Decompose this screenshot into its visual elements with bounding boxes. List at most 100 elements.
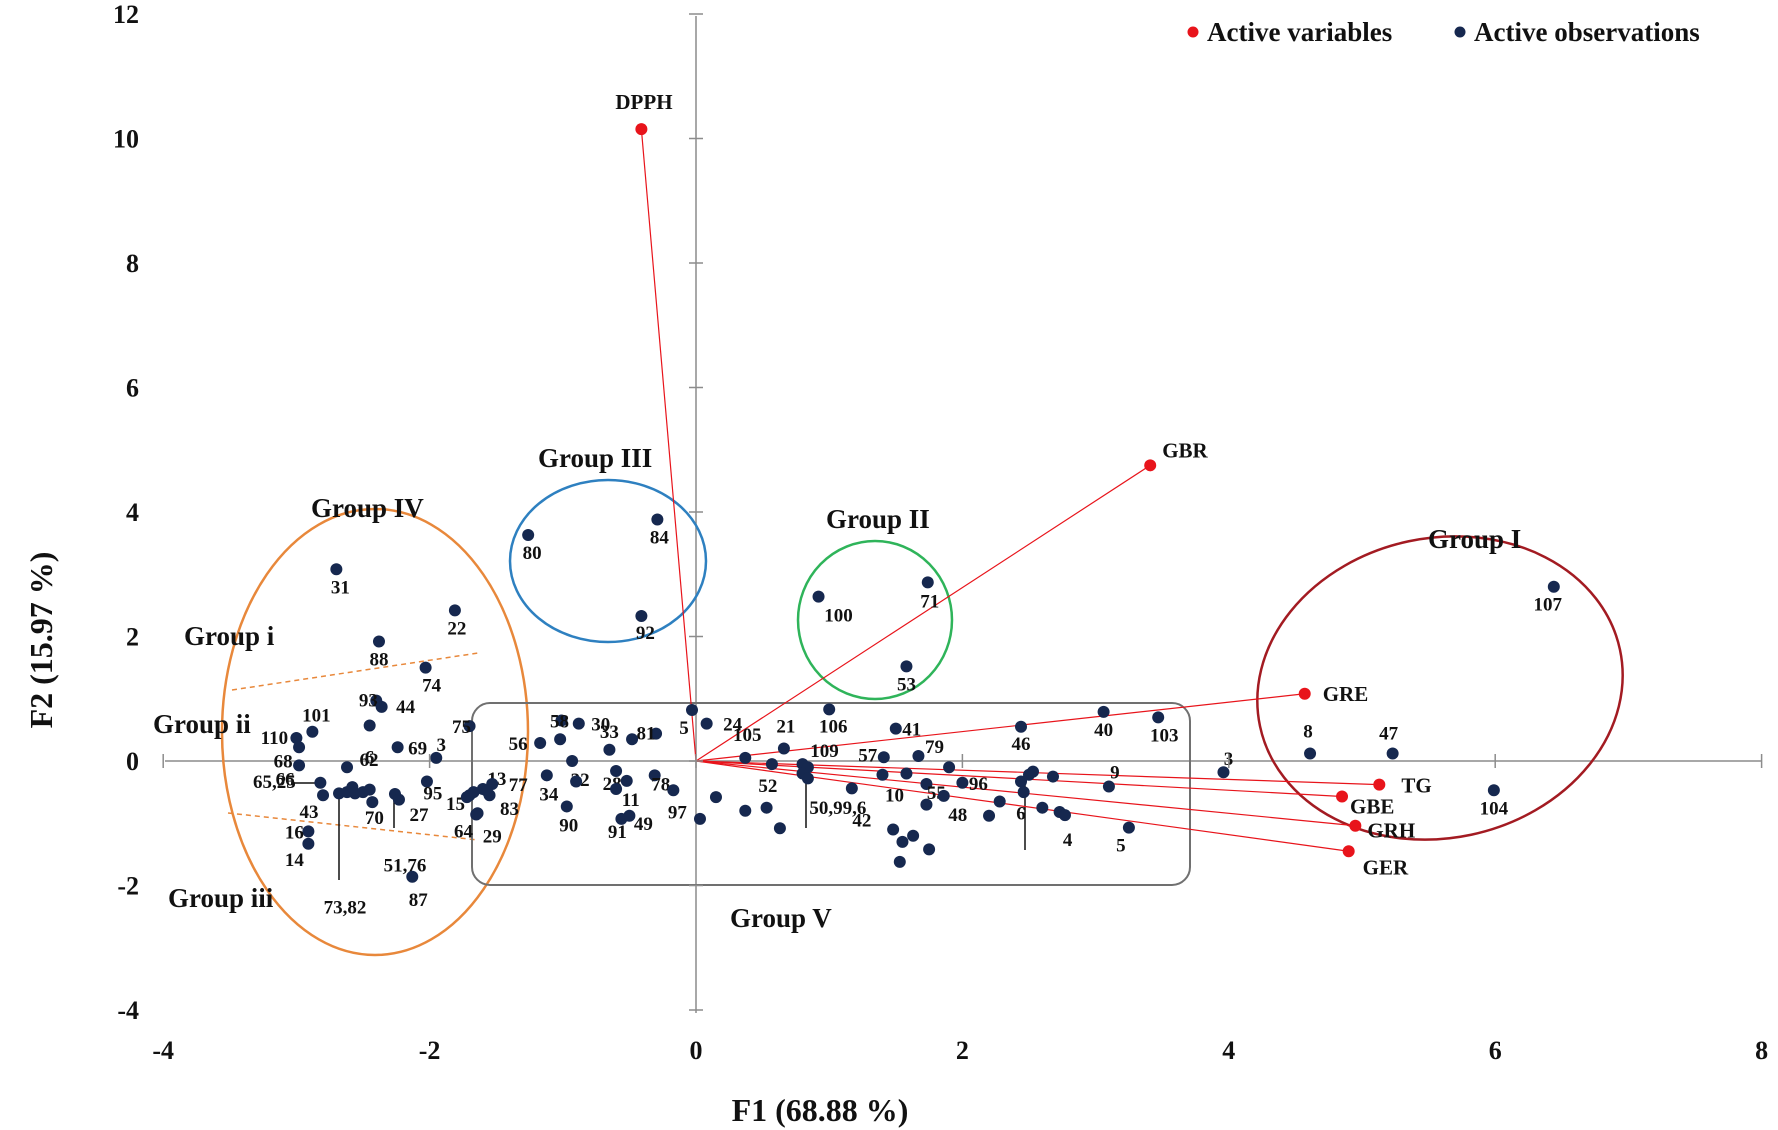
variable-label-tg: TG: [1401, 774, 1431, 798]
observation-point: [555, 714, 568, 727]
observation-label: 77: [509, 775, 529, 796]
observation-point: [480, 784, 493, 797]
x-tick-label: -2: [419, 1036, 441, 1065]
observation-label: 21: [776, 717, 795, 738]
x-tick-label: 2: [956, 1036, 969, 1065]
observation-point: [470, 808, 483, 821]
observation-label: 62: [360, 750, 379, 771]
observation-point: [560, 800, 573, 813]
observation-label: 16: [285, 822, 304, 843]
observation-label: 56: [509, 734, 528, 755]
observation-point: [330, 563, 343, 576]
observation-point: [1487, 784, 1500, 797]
observation-point: [845, 782, 858, 795]
observation-point: [566, 755, 579, 767]
observation-point: [650, 727, 663, 740]
observation-point: [760, 801, 773, 814]
observation-point: [372, 635, 385, 648]
observation-label: 73,82: [324, 897, 367, 918]
observation-label: 101: [302, 706, 331, 727]
observation-label: 109: [810, 741, 839, 762]
observation-label: 64: [454, 821, 474, 842]
observation-point: [956, 776, 969, 789]
y-tick-label: -4: [117, 996, 139, 1025]
y-tick-label: -2: [117, 872, 139, 901]
variable-point-tg: [1373, 778, 1386, 791]
observation-label: 9: [1110, 763, 1120, 784]
observation-label: 14: [285, 850, 305, 871]
observation-point: [900, 767, 913, 780]
group-i-ellipse: [1256, 535, 1624, 841]
observation-label: 110: [261, 728, 288, 749]
observation-point: [572, 717, 585, 730]
observation-point: [1102, 780, 1115, 793]
observation-label: 15: [446, 794, 465, 815]
group-ii-sub-label: Group ii: [153, 709, 251, 739]
observation-point: [534, 736, 547, 749]
observation-label: 105: [733, 725, 762, 746]
observation-label: 58: [550, 712, 569, 733]
observation-point: [522, 529, 535, 542]
observation-label: 34: [539, 784, 559, 805]
y-tick-label: 6: [126, 374, 139, 403]
observation-label: 104: [1480, 798, 1509, 819]
observation-point: [1152, 711, 1165, 724]
observation-label: 90: [559, 815, 578, 836]
observation-point: [302, 837, 315, 850]
x-tick-label: 6: [1489, 1036, 1502, 1065]
observation-point: [700, 717, 713, 730]
observation-label: 87: [409, 890, 429, 911]
observation-point: [765, 758, 778, 771]
variable-point-ger: [1342, 845, 1355, 858]
y-tick-label: 10: [113, 125, 139, 154]
observation-point: [1046, 770, 1059, 783]
observation-point: [302, 825, 315, 838]
observation-point: [812, 590, 825, 603]
observation-label: 10: [885, 786, 904, 807]
group-iii-sub-label: Group iii: [168, 883, 274, 913]
observation-point: [1217, 766, 1230, 779]
group-i-label: Group I: [1428, 524, 1521, 554]
observation-label: 88: [369, 649, 388, 670]
observation-point: [293, 741, 306, 754]
observation-point: [366, 796, 379, 809]
y-axis-title: F2 (15.97 %): [23, 552, 59, 729]
observation-label: 6: [1016, 804, 1026, 825]
observation-label: 8: [1303, 722, 1313, 743]
observation-label: 42: [852, 810, 871, 831]
y-tick-label: 0: [126, 747, 139, 776]
observation-point: [391, 741, 404, 754]
x-axis-title: F1 (68.88 %): [732, 1092, 909, 1128]
observation-point: [363, 719, 376, 732]
observation-label: 66: [276, 769, 295, 790]
observation-point: [375, 700, 388, 713]
observation-label: 79: [925, 737, 944, 758]
variable-point-gbr: [1144, 459, 1157, 472]
observation-label: 92: [636, 623, 655, 644]
observation-label: 75: [452, 717, 471, 738]
observation-point: [887, 823, 900, 836]
observation-point: [773, 822, 786, 835]
x-tick-label: 8: [1755, 1036, 1768, 1065]
observation-point: [1026, 765, 1039, 778]
observation-label: 57: [858, 745, 878, 766]
observation-point: [893, 855, 906, 868]
observation-label: 53: [897, 674, 916, 695]
observation-point: [777, 742, 790, 755]
observation-point: [346, 781, 359, 794]
observation-label: 51,76: [384, 856, 427, 877]
observation-point: [920, 798, 933, 811]
observation-label: 47: [1379, 724, 1399, 745]
x-tick-label: 4: [1222, 1036, 1235, 1065]
observation-label: 70: [365, 808, 384, 829]
group-iii-divider: [227, 812, 479, 841]
y-tick-label: 8: [126, 249, 139, 278]
group-i-sub-label: Group i: [184, 621, 275, 651]
observation-point: [900, 660, 913, 673]
observation-label: 80: [523, 543, 542, 564]
observation-label: 40: [1094, 720, 1113, 741]
observation-point: [993, 795, 1006, 808]
